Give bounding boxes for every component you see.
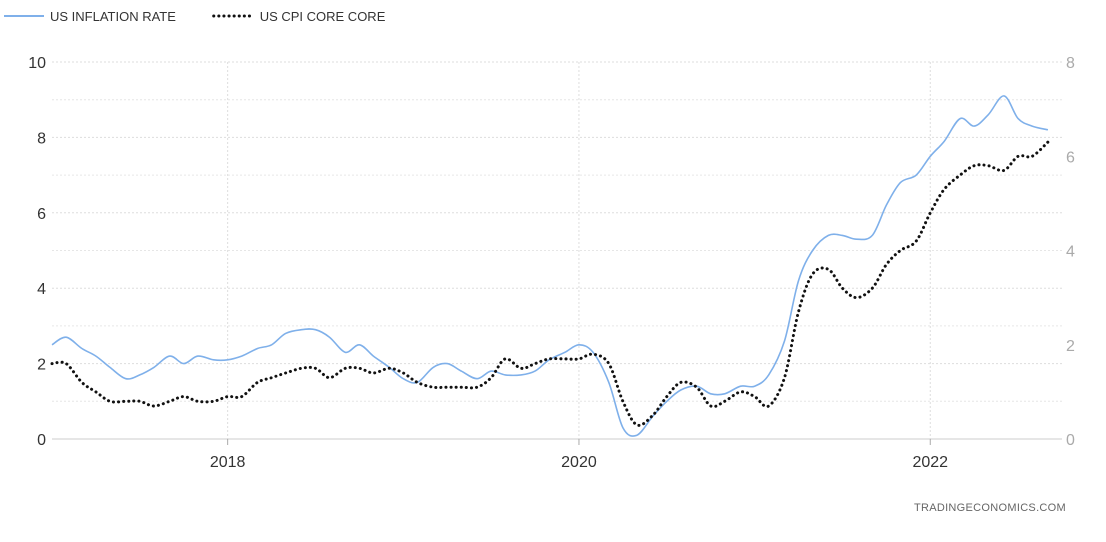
- y-left-tick-label: 8: [37, 130, 46, 147]
- y-right-tick-label: 4: [1066, 244, 1075, 261]
- y-right-tick-label: 2: [1066, 338, 1075, 355]
- x-tick-label: 2020: [561, 454, 597, 471]
- y-left-tick-label: 2: [37, 357, 46, 374]
- y-right-tick-label: 6: [1066, 149, 1075, 166]
- series-line-us-inflation-rate: [51, 95, 1049, 437]
- plot-area: [50, 95, 1050, 437]
- y-left-tick-label: 4: [37, 281, 46, 298]
- y-right-tick-label: 8: [1066, 55, 1075, 72]
- y-right-tick-label: 0: [1066, 432, 1075, 449]
- series-line-us-cpi-core-core: [50, 140, 1050, 427]
- x-tick-label: 2018: [210, 454, 246, 471]
- y-left-tick-label: 6: [37, 206, 46, 223]
- y-left-tick-label: 10: [28, 55, 46, 72]
- y-left-tick-label: 0: [37, 432, 46, 449]
- legend: US INFLATION RATE US CPI CORE CORE: [4, 9, 386, 24]
- source-label: TRADINGECONOMICS.COM: [914, 502, 1066, 514]
- x-tick-label: 2022: [912, 454, 948, 471]
- axes: 0 2 4 6 8 10 0 2 4 6 8 2018 2020 2022: [28, 55, 1075, 471]
- legend-label: US CPI CORE CORE: [260, 9, 386, 24]
- legend-label: US INFLATION RATE: [50, 9, 176, 24]
- gridlines: [52, 61, 1062, 440]
